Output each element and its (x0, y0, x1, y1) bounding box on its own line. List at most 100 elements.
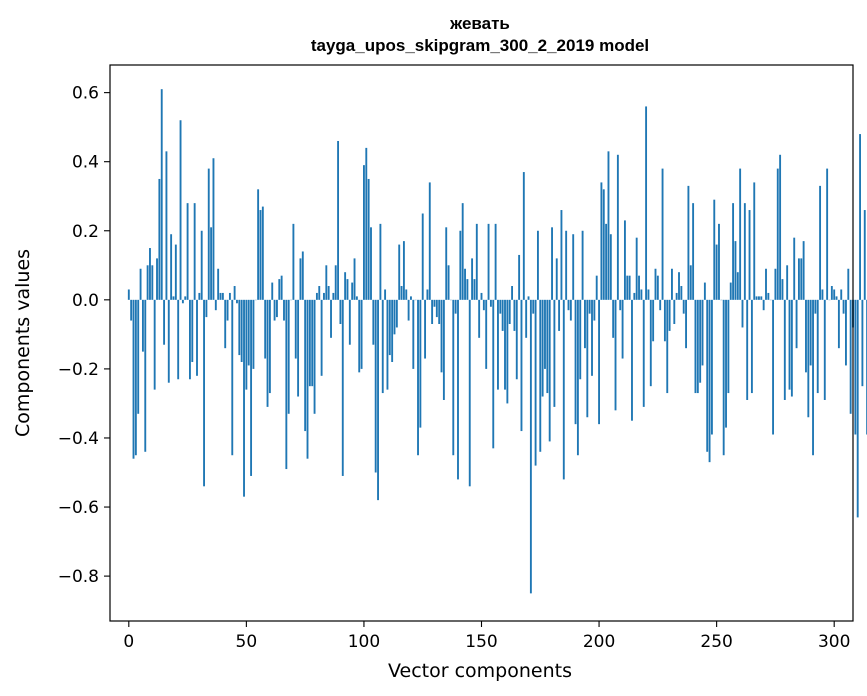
bar-component-119 (407, 299, 410, 321)
bar-component-10 (151, 265, 154, 300)
bar-component-148 (475, 223, 478, 300)
bar-component-65 (280, 275, 283, 300)
bar-component-82 (320, 299, 323, 376)
x-tick-label: 100 (348, 632, 380, 652)
bar-component-183 (558, 299, 561, 331)
bar-component-266 (753, 182, 756, 300)
bar-component-275 (774, 268, 777, 300)
x-tick-label: 300 (818, 632, 850, 652)
bar-component-33 (205, 299, 208, 318)
bar-component-49 (243, 299, 245, 497)
bar-component-2 (132, 299, 135, 459)
bar-component-132 (438, 299, 441, 324)
bar-component-279 (783, 299, 786, 400)
bar-component-104 (372, 299, 375, 345)
bar-component-146 (471, 258, 474, 300)
bar-component-29 (196, 299, 198, 376)
bar-component-142 (461, 203, 464, 300)
bar-component-55 (257, 189, 260, 300)
bar-component-248 (710, 299, 713, 435)
bar-component-282 (790, 299, 793, 397)
bar-component-177 (544, 299, 546, 369)
bar-component-313 (863, 210, 866, 300)
bar-component-43 (228, 292, 231, 300)
bar-component-245 (703, 282, 706, 300)
bar-component-228 (663, 299, 666, 342)
bar-component-310 (856, 299, 859, 518)
bar-component-84 (325, 265, 328, 300)
bar-component-77 (308, 299, 311, 387)
bar-component-106 (377, 299, 379, 501)
bar-component-195 (586, 299, 589, 418)
bar-component-123 (417, 299, 419, 456)
bar-component-166 (518, 254, 521, 300)
bar-component-312 (861, 299, 864, 387)
bar-component-246 (706, 299, 709, 452)
bar-component-224 (654, 268, 657, 300)
bar-component-42 (226, 299, 229, 321)
bar-component-278 (781, 279, 784, 300)
bar-component-138 (452, 299, 455, 456)
chart-subtitle: tayga_upos_skipgram_300_2_2019 model (311, 36, 649, 55)
bar-component-8 (146, 265, 149, 300)
bar-component-249 (713, 199, 716, 300)
bar-component-305 (845, 299, 847, 366)
y-tick-label: −0.6 (58, 498, 99, 518)
bar-component-116 (400, 286, 403, 300)
bar-component-39 (219, 292, 222, 300)
bar-component-293 (816, 299, 819, 394)
x-tick-label: 50 (236, 632, 258, 652)
bar-component-277 (779, 154, 782, 300)
bar-component-139 (454, 299, 457, 314)
bar-component-267 (755, 296, 758, 300)
bar-component-258 (734, 241, 737, 300)
bar-component-237 (685, 299, 687, 349)
bar-component-72 (297, 299, 300, 397)
bar-component-190 (574, 299, 577, 425)
bar-component-58 (264, 299, 267, 359)
bar-component-121 (412, 299, 415, 369)
bar-component-235 (680, 286, 683, 300)
bar-component-289 (807, 299, 810, 418)
bar-component-178 (546, 299, 549, 394)
bar-component-4 (137, 299, 140, 414)
bar-component-46 (236, 299, 238, 304)
bar-component-38 (217, 268, 220, 300)
bar-component-274 (772, 299, 774, 435)
bar-component-223 (652, 299, 655, 342)
x-tick-label: 250 (700, 632, 732, 652)
bar-component-283 (793, 237, 796, 300)
bar-component-150 (480, 292, 483, 300)
bar-component-12 (156, 258, 158, 300)
plot-frame (109, 64, 854, 622)
bar-component-149 (478, 299, 481, 338)
bar-component-281 (788, 299, 791, 390)
bar-component-94 (348, 299, 351, 345)
bar-component-26 (189, 299, 191, 380)
bar-component-102 (367, 178, 370, 300)
bar-component-68 (287, 299, 290, 414)
bar-component-90 (339, 299, 342, 324)
bar-component-257 (732, 203, 735, 300)
bar-component-74 (301, 251, 304, 300)
bar-component-47 (238, 299, 241, 356)
bar-component-28 (193, 203, 196, 300)
bar-component-6 (141, 299, 144, 352)
bar-component-204 (607, 151, 610, 300)
bar-component-301 (835, 296, 838, 300)
bar-component-36 (212, 158, 215, 300)
bar-component-44 (231, 299, 234, 456)
bar-component-144 (466, 279, 469, 300)
bar-component-14 (160, 89, 163, 300)
bar-component-143 (464, 268, 466, 300)
bar-component-109 (384, 289, 387, 300)
bar-component-63 (276, 299, 278, 318)
bar-component-276 (776, 168, 779, 300)
bar-component-307 (849, 299, 852, 414)
bar-component-285 (797, 258, 800, 300)
bar-component-61 (271, 282, 274, 300)
bar-component-311 (859, 134, 861, 300)
bar-component-127 (426, 289, 429, 300)
bar-component-98 (358, 299, 361, 373)
bar-component-216 (635, 237, 638, 300)
